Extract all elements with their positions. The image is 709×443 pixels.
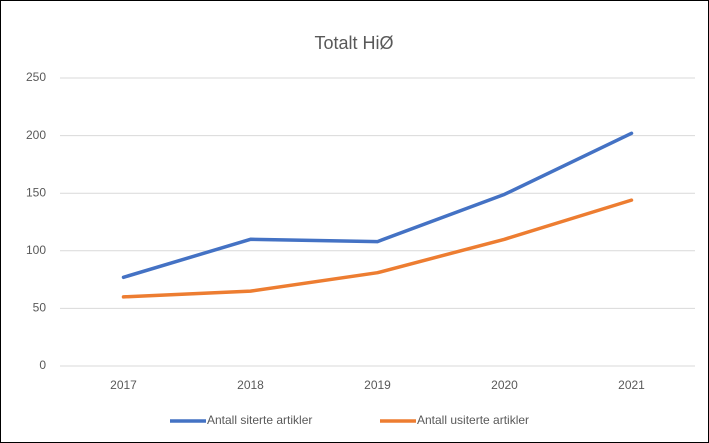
y-tick-label: 100	[26, 243, 46, 257]
x-tick-label: 2019	[364, 378, 391, 392]
chart-title: Totalt HiØ	[314, 33, 393, 53]
series-line	[121, 131, 634, 280]
legend-label: Antall siterte artikler	[207, 413, 312, 427]
x-tick-label: 2017	[110, 378, 137, 392]
x-tick-label: 2021	[618, 378, 645, 392]
y-tick-label: 250	[26, 70, 46, 84]
series-line	[121, 198, 634, 299]
legend-label: Antall usiterte artikler	[417, 413, 529, 427]
y-tick-label: 50	[33, 301, 47, 315]
y-tick-label: 150	[26, 185, 46, 199]
x-tick-label: 2020	[491, 378, 518, 392]
x-tick-label: 2018	[237, 378, 264, 392]
y-tick-label: 0	[39, 358, 46, 372]
y-tick-label: 200	[26, 128, 46, 142]
